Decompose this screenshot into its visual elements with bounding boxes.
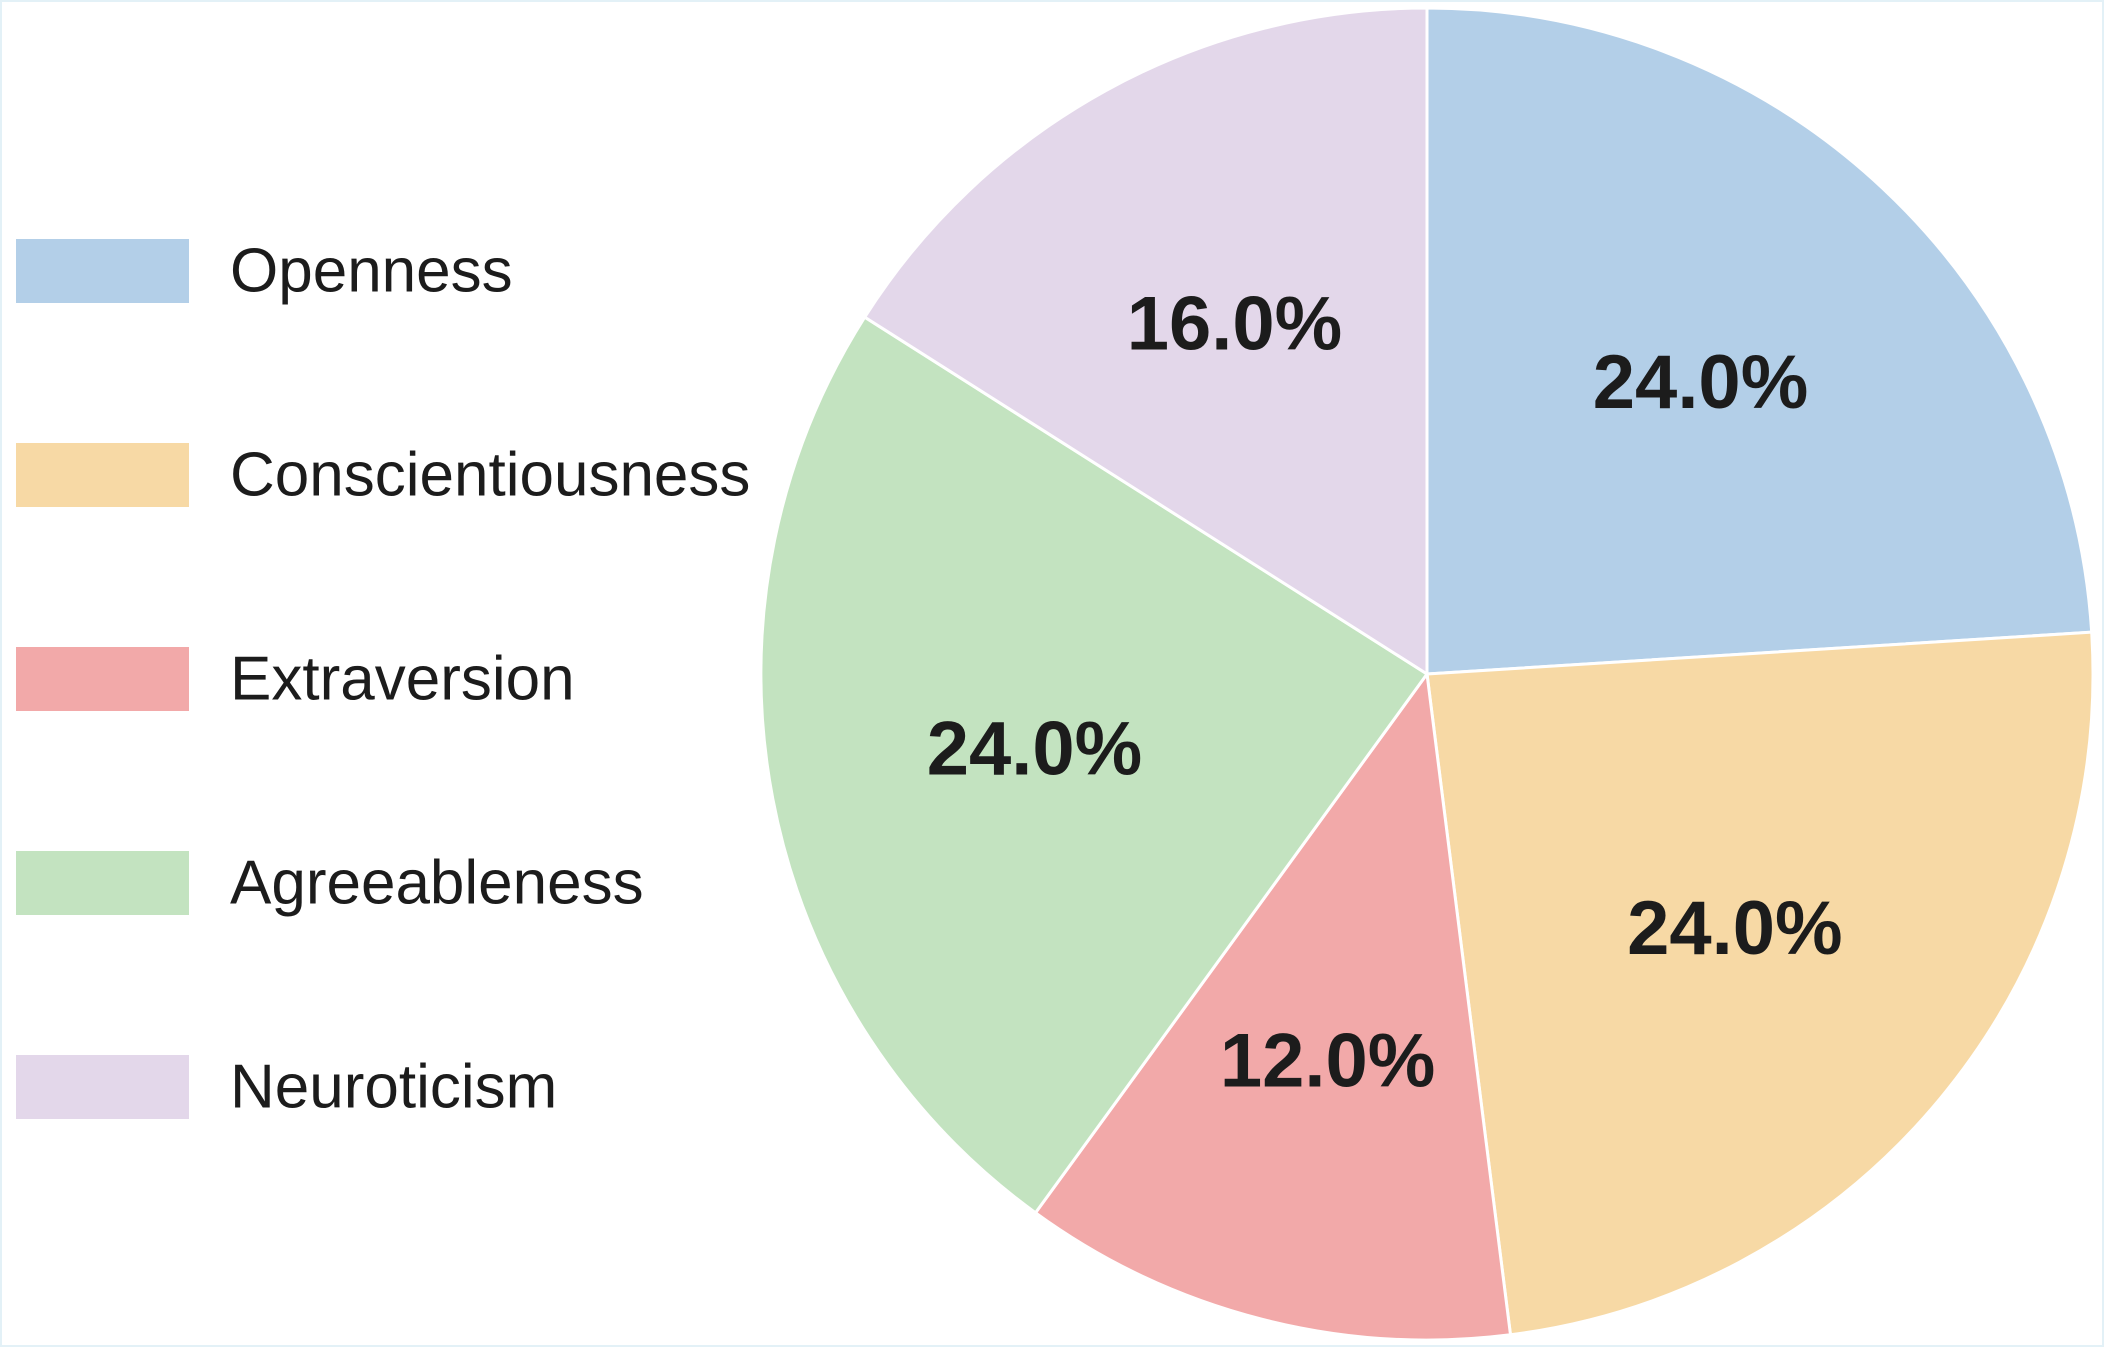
pie-slice-agreeableness [759,315,1430,1215]
pie-slice-labels: 24.0% 24.0% 12.0% 24.0% 16.0% [927,281,1843,1103]
legend-swatch-extraversion [16,647,189,711]
pie-slice-conscientiousness [1425,630,2095,1337]
legend-label-neuroticism: Neuroticism [230,1053,557,1122]
pie-slice-neuroticism [862,6,1429,677]
slice-label-neuroticism: 16.0% [1127,281,1343,366]
legend-label-openness: Openness [230,237,513,306]
slice-label-openness: 24.0% [1593,340,1809,425]
slice-label-conscientiousness: 24.0% [1627,886,1843,971]
slice-label-extraversion: 12.0% [1220,1019,1436,1104]
legend-swatch-neuroticism [16,1055,189,1119]
pie-slice-openness [1425,6,2094,676]
slice-label-agreeableness: 24.0% [927,706,1143,791]
legend-swatch-conscientiousness [16,443,189,507]
legend-swatch-agreeableness [16,851,189,915]
legend-label-conscientiousness: Conscientiousness [230,441,750,510]
legend: Openness Conscientiousness Extraversion Agr… [16,237,750,1122]
pie-slices [759,6,2095,1342]
legend-label-extraversion: Extraversion [230,645,575,714]
pie-slice-extraversion [1033,670,1513,1342]
legend-label-agreeableness: Agreeableness [230,849,644,918]
legend-swatch-openness [16,239,189,303]
